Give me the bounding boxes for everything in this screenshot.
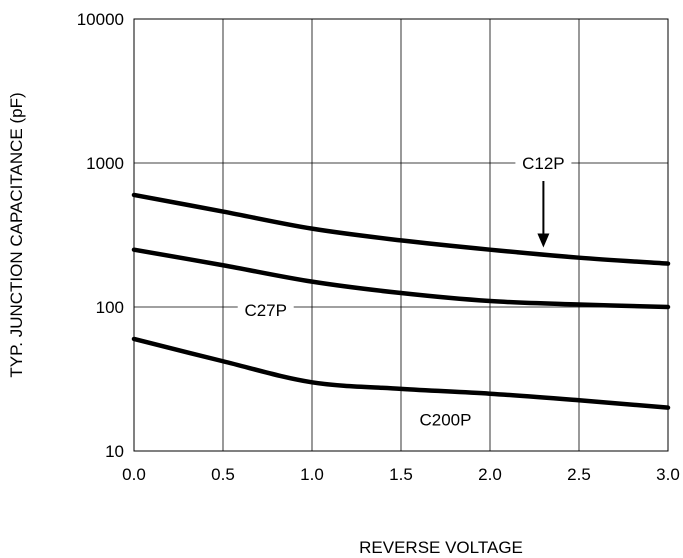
x-tick-label: 1.5 <box>389 465 413 484</box>
series-lines <box>131 192 671 410</box>
y-tick-label: 1000 <box>86 154 124 173</box>
x-tick-label: 0.5 <box>211 465 235 484</box>
series-label-c27p: C27P <box>244 301 287 320</box>
y-axis-title: TYP. JUNCTION CAPACITANCE (pF) <box>7 92 26 377</box>
grid <box>133 18 669 452</box>
annotation-bg <box>412 406 479 431</box>
y-tick-label: 10000 <box>77 10 124 29</box>
x-tick-label: 0.0 <box>122 465 146 484</box>
series-line-c27p <box>131 247 671 310</box>
y-tick-label: 10 <box>105 442 124 461</box>
series-line-c200p <box>131 336 671 410</box>
annotation-bg <box>237 297 294 322</box>
y-tick-labels: 10 100 1000 10000 <box>77 10 124 461</box>
x-tick-labels: 0.0 0.5 1.0 1.5 2.0 2.5 3.0 <box>122 465 680 484</box>
annotation-arrow-head <box>537 233 550 248</box>
x-tick-label: 1.0 <box>300 465 324 484</box>
series-label-c200p: C200P <box>420 411 472 430</box>
plot-frame <box>133 18 669 452</box>
series-label-c12p: C12P <box>522 154 565 173</box>
series-annotations: C12P C27P C200P <box>237 150 572 431</box>
y-tick-label: 100 <box>96 298 124 317</box>
x-tick-label: 3.0 <box>656 465 680 484</box>
series-line-c12p <box>131 192 671 266</box>
x-tick-label: 2.5 <box>567 465 591 484</box>
annotation-bg <box>515 150 572 174</box>
x-tick-label: 2.0 <box>478 465 502 484</box>
x-axis-title: REVERSE VOLTAGE <box>359 538 523 557</box>
